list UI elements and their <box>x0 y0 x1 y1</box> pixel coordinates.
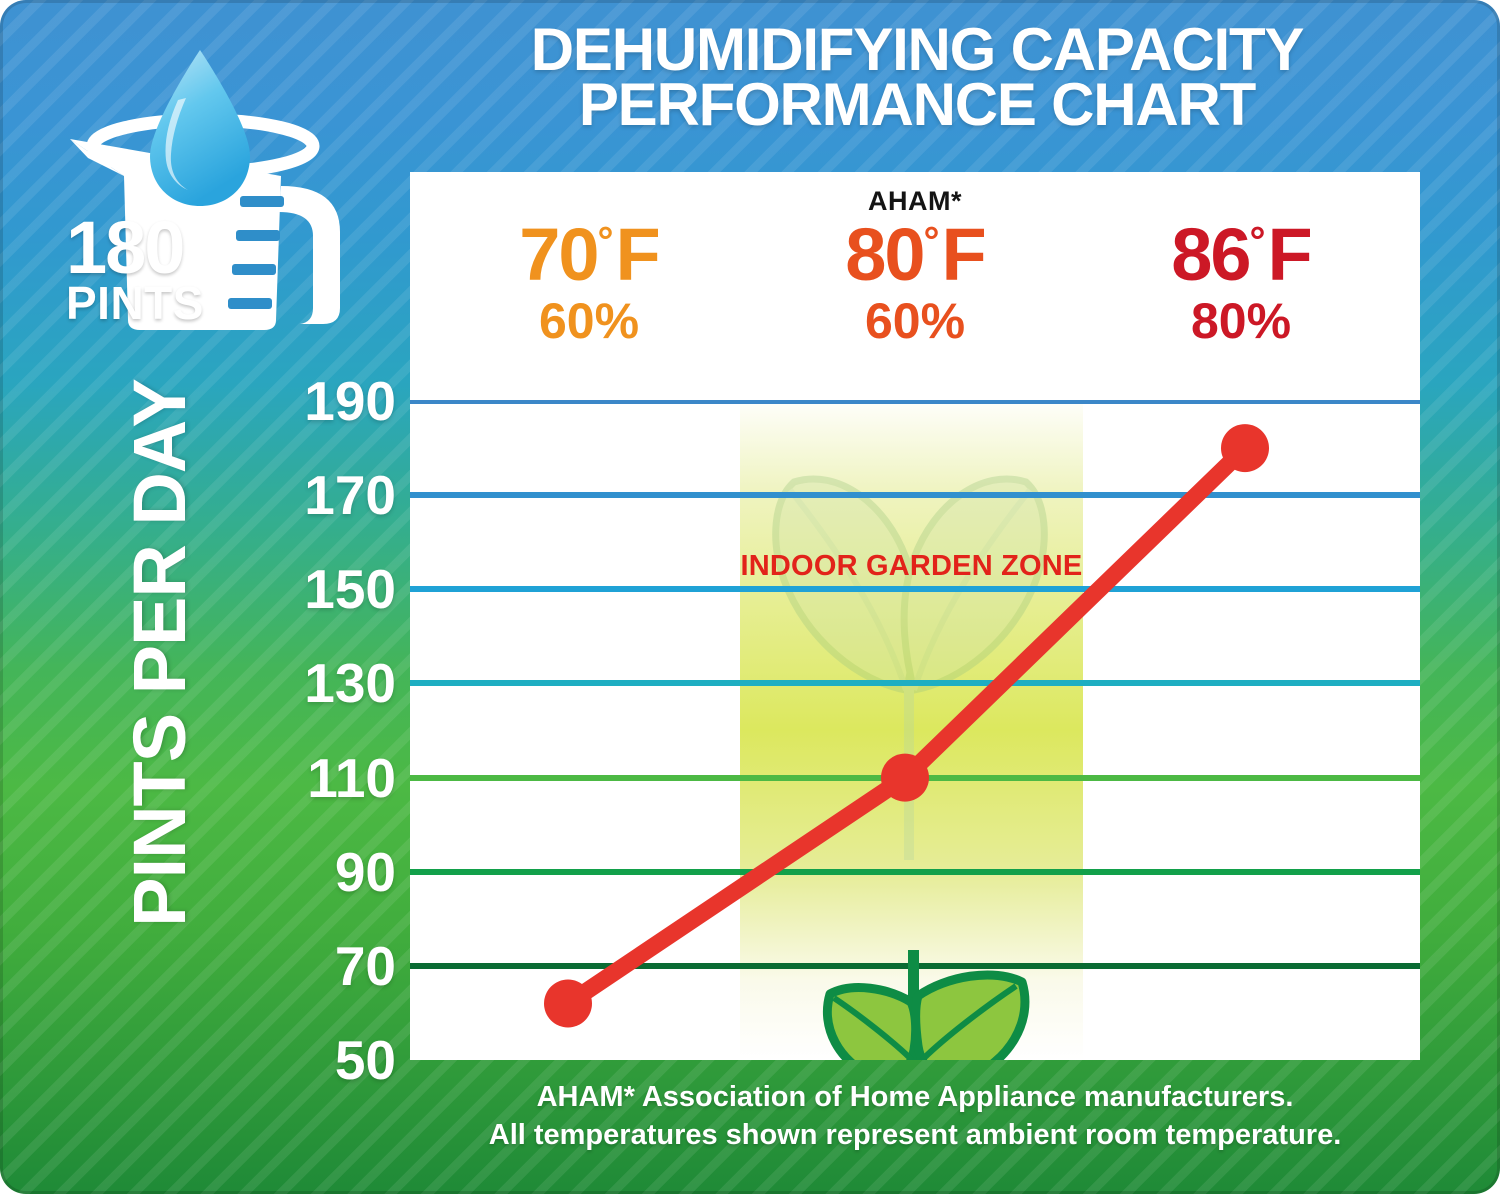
gridline-170 <box>410 492 1420 499</box>
y-tick-170: 170 <box>304 464 396 527</box>
data-point-70 <box>544 979 592 1028</box>
y-axis-tick-labels: 190 170 150 130 110 90 70 50 <box>150 0 408 1194</box>
y-tick-130: 130 <box>304 652 396 715</box>
humidity-value-80: 60% <box>864 293 966 349</box>
page-title: DEHUMIDIFYING CAPACITY PERFORMANCE CHART <box>412 20 1422 139</box>
data-point-80 <box>881 753 929 802</box>
gridline-150 <box>410 586 1420 593</box>
water-droplet-icon <box>150 50 250 206</box>
badge-value: 180 <box>66 206 185 289</box>
temp-value-70: 70°F <box>519 213 661 296</box>
y-tick-70: 70 <box>334 934 396 997</box>
y-tick-190: 190 <box>304 370 396 432</box>
y-tick-150: 150 <box>304 558 396 621</box>
badge-text: 180 PINTS <box>66 206 296 330</box>
gridline-190 <box>410 400 1420 404</box>
data-point-86 <box>1221 424 1269 473</box>
temp-value-86: 86°F <box>1171 213 1313 296</box>
gridline-130 <box>410 680 1420 687</box>
aham-label: AHAM* <box>868 186 962 216</box>
chart-panel: AHAM* 70°F 60% 80°F 60% 86°F 80% <box>410 172 1420 1060</box>
temp-column-86: 86°F 80% <box>1086 218 1396 351</box>
humidity-value-86: 80% <box>1190 293 1292 349</box>
measuring-cup-icon <box>70 50 340 330</box>
temp-column-70: 70°F 60% <box>434 218 744 351</box>
data-series-line <box>544 424 1269 1028</box>
footer-line-1: AHAM* Association of Home Appliance manu… <box>536 1081 1294 1113</box>
y-tick-90: 90 <box>334 840 396 903</box>
footer-note: AHAM* Association of Home Appliance manu… <box>410 1078 1420 1155</box>
zone-label: INDOOR GARDEN ZONE <box>740 550 1083 582</box>
title-line-2: PERFORMANCE CHART <box>578 71 1256 139</box>
temp-value-80: 80°F <box>845 213 987 296</box>
potted-plant-icon <box>822 950 1030 1060</box>
y-tick-50: 50 <box>334 1029 396 1091</box>
humidity-value-70: 60% <box>538 293 640 349</box>
temp-column-80: 80°F 60% <box>760 218 1070 351</box>
gridline-90 <box>410 868 1420 875</box>
title-line-1: DEHUMIDIFYING CAPACITY <box>530 16 1305 83</box>
y-tick-110: 110 <box>307 746 396 809</box>
plot-area: INDOOR GARDEN ZONE <box>410 400 1420 1060</box>
temperature-header: AHAM* 70°F 60% 80°F 60% 86°F 80% <box>410 172 1420 400</box>
series-line <box>559 439 1254 1013</box>
footer-line-2: All temperatures shown represent ambient… <box>488 1119 1342 1152</box>
badge-unit: PINTS <box>66 277 204 330</box>
capacity-badge: 180 PINTS <box>28 36 398 336</box>
